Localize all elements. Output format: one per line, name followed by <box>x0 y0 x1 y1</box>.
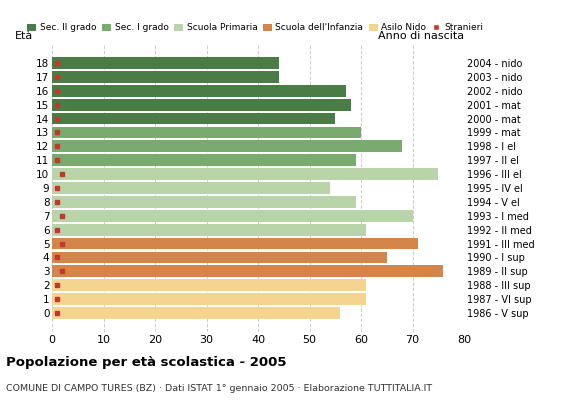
Text: Popolazione per età scolastica - 2005: Popolazione per età scolastica - 2005 <box>6 356 287 369</box>
Bar <box>52 279 366 291</box>
Bar <box>52 140 403 152</box>
Bar <box>52 168 438 180</box>
Bar <box>52 293 366 305</box>
Bar <box>52 154 356 166</box>
Bar <box>52 252 387 263</box>
Bar <box>52 99 351 110</box>
Bar <box>52 266 444 277</box>
Bar <box>52 85 346 97</box>
Bar <box>52 71 279 83</box>
Bar <box>52 196 356 208</box>
Text: Anno di nascita: Anno di nascita <box>378 31 464 41</box>
Bar <box>52 182 330 194</box>
Bar <box>52 238 418 250</box>
Bar <box>52 113 335 124</box>
Bar <box>52 307 340 319</box>
Text: Età: Età <box>15 31 34 41</box>
Bar <box>52 224 366 236</box>
Legend: Sec. II grado, Sec. I grado, Scuola Primaria, Scuola dell'Infanzia, Asilo Nido, : Sec. II grado, Sec. I grado, Scuola Prim… <box>24 20 487 36</box>
Text: COMUNE DI CAMPO TURES (BZ) · Dati ISTAT 1° gennaio 2005 · Elaborazione TUTTITALI: COMUNE DI CAMPO TURES (BZ) · Dati ISTAT … <box>6 384 432 393</box>
Y-axis label: Età: Età <box>0 399 1 400</box>
Bar <box>52 57 279 69</box>
Bar <box>52 126 361 138</box>
Y-axis label: Anno di nascita: Anno di nascita <box>0 399 1 400</box>
Bar <box>52 210 412 222</box>
